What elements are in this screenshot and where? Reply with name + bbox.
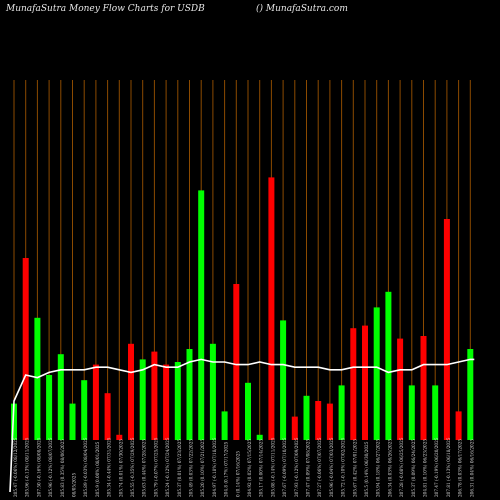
flow-line xyxy=(9,358,475,493)
money-flow-bar xyxy=(362,325,368,440)
money-flow-bar xyxy=(268,177,275,440)
money-flow-bar xyxy=(373,307,380,440)
x-tick-label: 207.93 (-0.12%) 07/09/2025 xyxy=(294,437,299,497)
money-flow-bar xyxy=(245,382,251,440)
x-tick-label: 204.92 (0.02%) 07/15/2025 xyxy=(247,439,252,497)
money-flow-bar xyxy=(209,343,216,440)
money-flow-bar xyxy=(280,320,287,440)
money-flow-bar xyxy=(256,434,263,440)
money-flow-bar xyxy=(408,385,415,440)
x-tick-label: 207.81 (-0.13%) 06/18/2025 xyxy=(446,437,451,497)
money-flow-bar xyxy=(46,375,53,440)
x-tick-label: 205.17 (0.00%) 07/14/2025 xyxy=(259,439,264,497)
money-flow-bar xyxy=(81,380,88,440)
money-flow-bar xyxy=(104,393,111,440)
x-tick-label: 205.55 (-0.35%) 07/29/2025 xyxy=(130,437,135,497)
x-tick-label: 205.24 (-0.12%) 07/24/2025 xyxy=(165,437,170,497)
x-tick-label: 205.9 (0.00%) 08/01/2025 xyxy=(95,441,100,497)
money-flow-bar xyxy=(303,395,310,440)
money-flow-bar xyxy=(291,416,298,440)
x-tick-label: 205.37 (0.01%) 07/23/2025 xyxy=(177,439,182,497)
x-tick-label: 205.96 (-0.12%) 08/07/2025 xyxy=(48,437,53,497)
money-flow-bar xyxy=(455,411,462,440)
x-tick-label: 207.28 (-0.08%) 06/25/2025 xyxy=(399,437,404,497)
money-flow-bar xyxy=(139,359,146,440)
money-flow-bar xyxy=(467,349,474,440)
money-flow-bar xyxy=(151,351,158,440)
x-tick-label: 205.20 (0.10%) 07/21/2025 xyxy=(200,439,205,497)
x-tick-label: 205.37 (0.09%) 06/24/2025 xyxy=(411,439,416,497)
money-flow-bar xyxy=(69,403,76,440)
x-tick-label: 206.78 (0.03%) 06/17/2025 xyxy=(458,439,463,497)
money-flow-bar xyxy=(385,291,392,440)
x-tick-label: 205.47 (-0.06%) 08/12/2025 xyxy=(13,437,18,497)
money-flow-bar xyxy=(22,258,29,440)
x-tick-label: 207.67 (-0.09%) 07/10/2025 xyxy=(282,437,287,497)
money-flow-bar xyxy=(420,336,427,440)
money-flow-bar xyxy=(432,385,439,440)
x-tick-label: 206.34 (0.03%) 06/26/2025 xyxy=(387,439,392,497)
x-tick-label: 207.50 (-0.16%) 08/08/2025 xyxy=(36,437,41,497)
money-flow-bar xyxy=(186,349,193,440)
money-flow-bar xyxy=(198,190,205,440)
money-flow-bar xyxy=(397,338,404,440)
x-tick-label: 205.79 (-0.07%) 07/25/2025 xyxy=(153,437,158,497)
x-tick-label: 205.96 (-0.13%) 08/11/2025 xyxy=(25,437,30,497)
money-flow-bar xyxy=(163,364,170,440)
money-flow-bar xyxy=(11,403,17,440)
x-tick-label: 0 (0.14%) 07/16/2025 xyxy=(235,451,240,497)
x-tick-label: 08/05/2025 xyxy=(72,473,77,497)
x-tick-label: 205.96 (-0.04%) 07/03/2025 xyxy=(329,437,334,497)
x-tick-label: 205.83 (0.35%) 08/06/2025 xyxy=(60,439,65,497)
money-flow-bar xyxy=(57,354,64,440)
x-tick-label: 205.89 (-0.03%) 08/04/2025 xyxy=(83,437,88,497)
money-flow-bar xyxy=(92,364,99,440)
money-flow-bar xyxy=(326,403,333,440)
chart-title: MunafaSutra Money Flow Charts for USDB xyxy=(6,4,205,14)
money-flow-bar xyxy=(34,317,41,440)
x-tick-label: 205.72 (-0.10%) 07/02/2025 xyxy=(341,437,346,497)
money-flow-bar xyxy=(116,434,123,440)
x-tick-label: 204.97 (-0.18%) 07/18/2025 xyxy=(212,437,217,497)
money-flow-bar xyxy=(443,219,450,440)
x-tick-label: 205.63 (0.44%) 07/28/2025 xyxy=(142,439,147,497)
x-tick-label: 205.34 (-0.44%) 07/31/2025 xyxy=(107,437,112,497)
money-flow-bar xyxy=(174,362,181,440)
x-tick-label: 204.8 (0.17%) 07/17/2025 xyxy=(224,441,229,497)
x-tick-label: 207.47 (0.09%) 07/08/2025 xyxy=(306,439,311,497)
money-flow-bar xyxy=(338,385,345,440)
x-tick-label: 205.5 (0.14%) 06/30/2025 xyxy=(364,441,369,497)
money-flow-bar xyxy=(221,411,228,440)
x-tick-label: 205.94 (0.18%) 06/27/2025 xyxy=(376,439,381,497)
x-tick-label: 205.49 (0.03%) 07/22/2025 xyxy=(189,439,194,497)
x-tick-label: 204.81 (0.10%) 06/23/2025 xyxy=(423,439,428,497)
x-tick-label: 207.27 (-0.06%) 07/07/2025 xyxy=(317,437,322,497)
x-tick-label: 205.08 (-0.14%) 07/11/2025 xyxy=(270,437,275,497)
money-flow-bar xyxy=(315,401,322,440)
x-tick-label: 205.74 (0.01%) 07/30/2025 xyxy=(118,439,123,497)
money-flow-bar xyxy=(233,284,240,440)
money-flow-bar xyxy=(350,328,357,440)
money-flow-bar xyxy=(128,343,134,440)
x-tick-label: 207.47 (-0.19%) 06/20/2025 xyxy=(434,437,439,497)
x-tick-label: 206.31 (0.04%) 06/16/2025 xyxy=(469,439,474,497)
site-credit: () MunafaSutra.com xyxy=(256,4,348,14)
x-tick-label: 205.67 (0.42%) 07/01/2025 xyxy=(352,439,357,497)
